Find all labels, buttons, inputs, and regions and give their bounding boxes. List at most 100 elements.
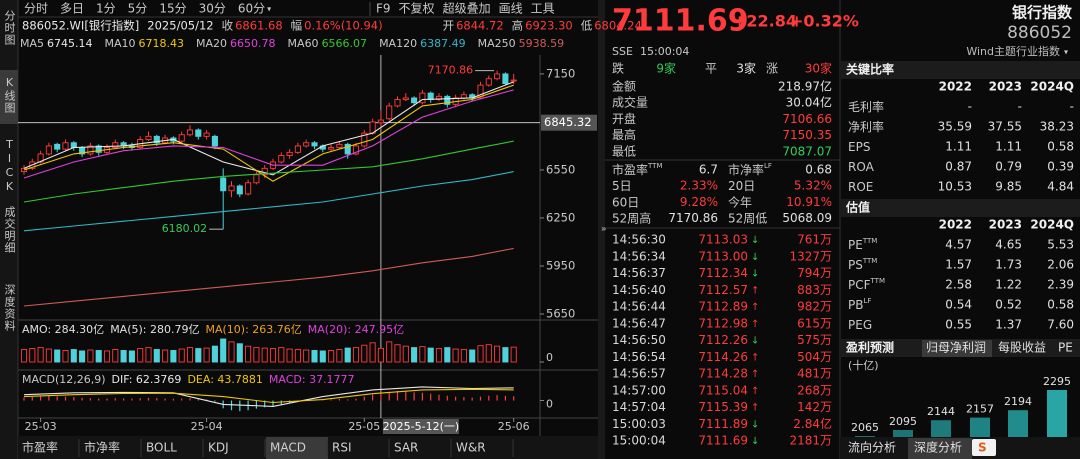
footer-tab[interactable]: 流向分析 bbox=[848, 440, 896, 455]
ma-line bbox=[23, 140, 514, 203]
trade-price: 7112.98 bbox=[698, 316, 748, 330]
candle-body bbox=[485, 78, 492, 86]
volume-bar bbox=[469, 349, 476, 363]
candle-body bbox=[178, 134, 185, 142]
volume-caption: AMO: 284.30亿 bbox=[22, 323, 104, 336]
cell-value: 9.85 bbox=[995, 180, 1022, 194]
indicator-tab[interactable]: KDJ bbox=[208, 441, 229, 455]
ratio-label-text: 市净率 bbox=[728, 162, 764, 177]
period-tab[interactable]: 60分 bbox=[238, 2, 265, 16]
side-tab[interactable]: 深度资料 bbox=[3, 284, 16, 332]
index-name: 银行指数 bbox=[1012, 4, 1073, 22]
volume-bar bbox=[220, 338, 227, 363]
trade-volume: 504万 bbox=[797, 350, 832, 364]
side-tab[interactable]: TICK bbox=[3, 138, 16, 194]
period-tab[interactable]: 15分 bbox=[159, 2, 186, 16]
volume-bar bbox=[319, 350, 326, 363]
candle-body bbox=[394, 99, 401, 107]
period-tab[interactable]: 30分 bbox=[199, 2, 226, 16]
row-label-sup: TTM bbox=[862, 257, 877, 265]
tab-active[interactable] bbox=[922, 340, 992, 357]
candle-body bbox=[328, 147, 335, 150]
candle-body bbox=[203, 132, 210, 137]
splitter[interactable] bbox=[598, 0, 605, 459]
field-label: 幅 bbox=[291, 19, 303, 33]
stat-label: 最低 bbox=[612, 144, 636, 158]
volume-bar bbox=[245, 345, 252, 363]
volume-bar bbox=[170, 350, 177, 363]
column-header: 2024Q bbox=[1030, 80, 1074, 94]
volume-caption: MA(5): 280.79亿 bbox=[110, 323, 199, 336]
side-tab[interactable]: 成交明细 bbox=[3, 206, 16, 254]
trade-price: 7111.69 bbox=[698, 434, 748, 448]
trade-arrow: ↑ bbox=[751, 319, 759, 330]
macd-caption: DEA: 43.7881 bbox=[187, 373, 262, 386]
app-icon[interactable] bbox=[972, 439, 996, 456]
side-tab[interactable]: 分时图 bbox=[3, 10, 16, 46]
y-tick-label: 5650 bbox=[546, 306, 575, 320]
trade-volume: 794万 bbox=[797, 266, 832, 280]
indicator-tab[interactable]: MACD bbox=[270, 441, 306, 455]
candle-body bbox=[45, 145, 52, 155]
indicator-tab[interactable]: 市盈率 bbox=[22, 440, 58, 455]
cell-value: 1.57 bbox=[945, 258, 972, 272]
indicator-tab[interactable]: BOLL bbox=[146, 441, 177, 455]
trade-volume: 142万 bbox=[797, 400, 832, 414]
code: 886052.WI[银行指数] bbox=[22, 19, 139, 33]
breadth-value: 30家 bbox=[805, 61, 832, 76]
trade-time: 14:56:47 bbox=[612, 316, 666, 330]
tab-active[interactable] bbox=[908, 438, 972, 459]
period-tab[interactable]: 5分 bbox=[128, 2, 148, 16]
period-tab[interactable]: 1分 bbox=[96, 2, 116, 16]
dropdown-icon[interactable]: ▾ bbox=[1064, 48, 1068, 57]
dropdown-icon[interactable]: ▾ bbox=[267, 5, 271, 14]
candle-body bbox=[386, 105, 393, 120]
candle-body bbox=[294, 145, 301, 153]
trade-price: 7114.28 bbox=[698, 367, 748, 381]
indicator-tab[interactable]: RSI bbox=[332, 441, 352, 455]
period-tab[interactable]: 分时 bbox=[24, 2, 48, 16]
ratio-label: 今年 bbox=[728, 194, 752, 209]
footer-tab[interactable]: 深度分析 bbox=[914, 440, 962, 455]
cell-value: 1.11 bbox=[995, 140, 1022, 154]
tool-button[interactable]: 不复权 bbox=[399, 2, 435, 16]
tab-active[interactable] bbox=[266, 437, 328, 459]
volume-bar bbox=[178, 348, 185, 363]
cell-value: 1.37 bbox=[995, 318, 1022, 332]
trade-time: 14:56:50 bbox=[612, 333, 666, 347]
indicator-tab[interactable]: W&R bbox=[456, 441, 486, 455]
ma-value: 6718.43 bbox=[139, 37, 185, 50]
tool-button[interactable]: 超级叠加 bbox=[443, 1, 491, 16]
ratio-label-text: 60日 bbox=[612, 195, 639, 209]
candle-body bbox=[344, 143, 351, 155]
tool-button[interactable]: 工具 bbox=[531, 2, 555, 16]
candle-body bbox=[70, 142, 77, 148]
candle-body bbox=[54, 143, 61, 150]
side-tab[interactable]: K线图 bbox=[3, 76, 16, 114]
row-label-text: PEG bbox=[848, 318, 872, 332]
forecast-tab[interactable]: 每股收益 bbox=[998, 340, 1046, 355]
volume-bar bbox=[137, 348, 144, 363]
y-tick-label: 0 bbox=[546, 398, 553, 411]
forecast-tab[interactable]: PE bbox=[1058, 341, 1073, 355]
candle-body bbox=[236, 185, 243, 195]
volume-bar bbox=[145, 347, 152, 363]
app-icon-glyph[interactable]: S bbox=[978, 441, 987, 455]
volume-bar bbox=[494, 345, 501, 363]
indicator-tab[interactable]: SAR bbox=[394, 441, 418, 455]
macd-caption: MACD(12,26,9) bbox=[22, 373, 106, 386]
period-tab[interactable]: 多日 bbox=[60, 2, 84, 16]
volume-bar bbox=[460, 349, 467, 363]
macd-caption: MACD: 37.1777 bbox=[269, 373, 355, 386]
indicator-tab[interactable]: 市净率 bbox=[84, 440, 120, 455]
crosshair-date-label: 2025-5-12(一) bbox=[383, 420, 460, 433]
tool-button[interactable]: 画线 bbox=[499, 2, 523, 16]
tool-button[interactable]: F9 bbox=[376, 2, 391, 16]
forecast-tab[interactable]: 归母净利润 bbox=[926, 341, 986, 355]
candle-body bbox=[352, 145, 360, 155]
candle-body bbox=[502, 73, 509, 84]
volume-bar bbox=[427, 347, 434, 363]
splitter-icon[interactable]: » bbox=[601, 225, 607, 235]
crosshair-label-box bbox=[541, 114, 597, 131]
forecast-bar bbox=[1047, 390, 1067, 437]
